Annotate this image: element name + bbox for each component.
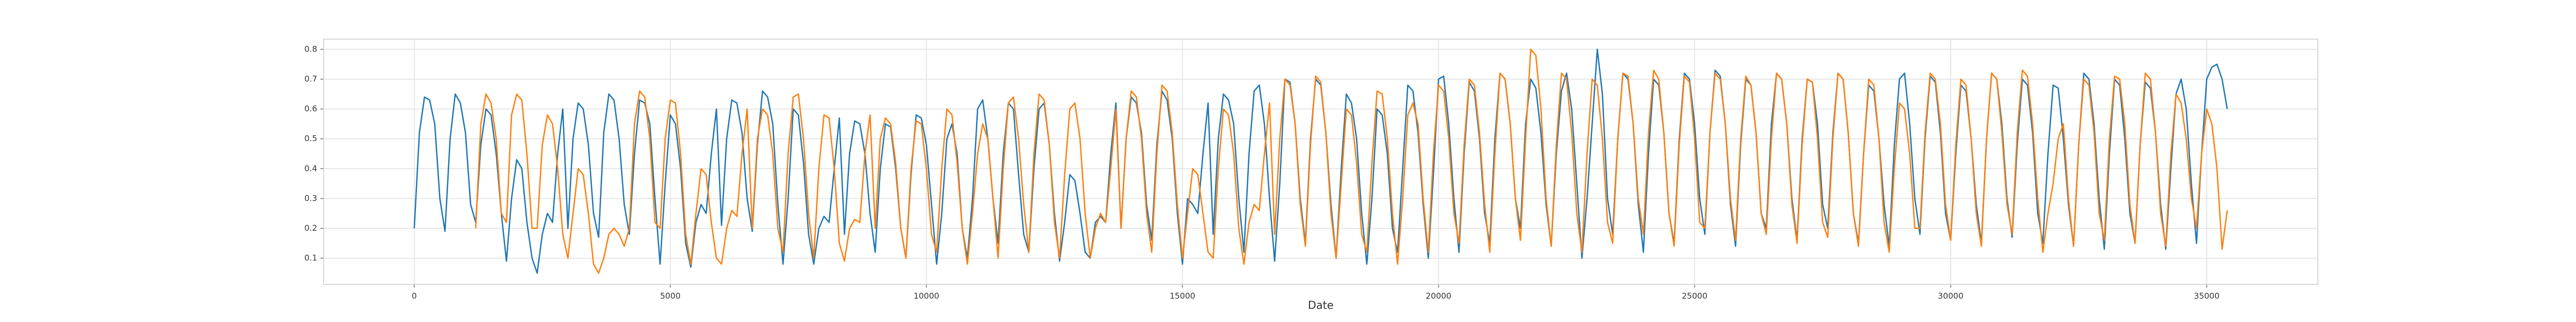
y-tick-label: 0.4 (304, 164, 317, 173)
x-tick-label: 20000 (1426, 291, 1452, 301)
series-line (475, 48, 2228, 274)
plot-frame (323, 39, 2318, 285)
x-tick-label: 10000 (913, 291, 939, 301)
x-tick-label: 30000 (1938, 291, 1964, 301)
y-tick-label: 0.8 (304, 44, 317, 54)
x-tick-label: 15000 (1169, 291, 1195, 301)
x-tick-label: 0 (412, 291, 417, 301)
y-tick-label: 0.6 (304, 104, 317, 114)
y-tick-label: 0.7 (304, 74, 317, 84)
y-tick-label: 0.5 (304, 134, 317, 143)
y-tick-label: 0.3 (304, 193, 317, 203)
x-tick-label: 5000 (660, 291, 680, 301)
y-tick-label: 0.2 (304, 223, 317, 233)
x-tick-label: 25000 (1682, 291, 1708, 301)
y-tick-label: 0.1 (304, 253, 317, 263)
x-tick-label: 35000 (2194, 291, 2220, 301)
x-axis-label: Date (1308, 299, 1334, 312)
